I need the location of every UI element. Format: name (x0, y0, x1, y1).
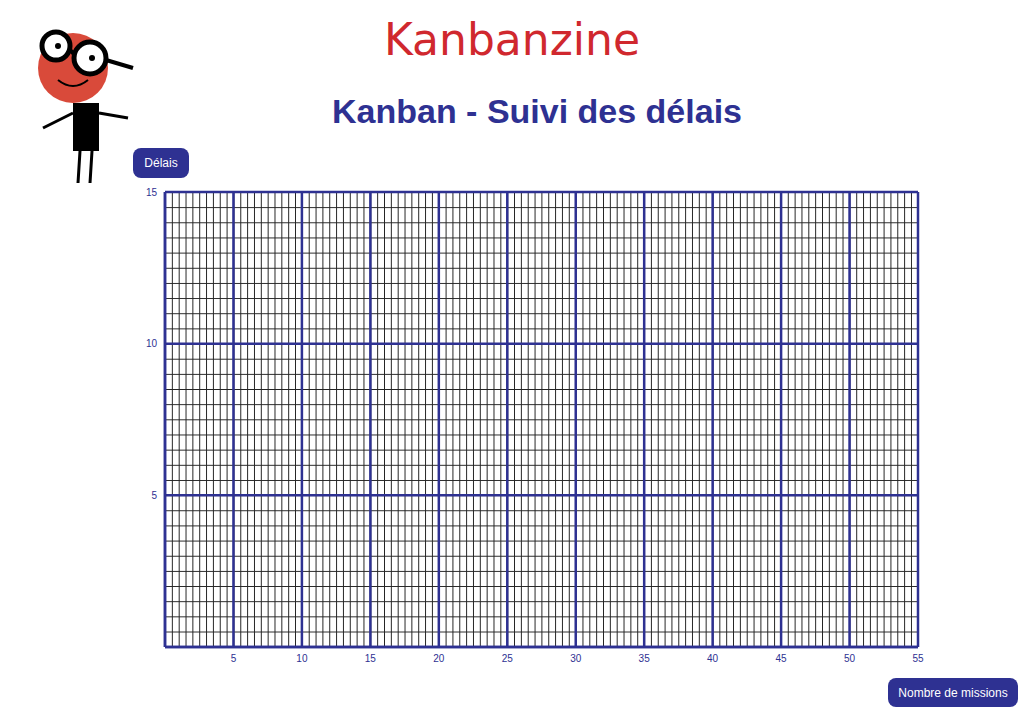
svg-text:10: 10 (146, 338, 158, 349)
svg-text:20: 20 (433, 653, 445, 664)
svg-text:55: 55 (912, 653, 924, 664)
svg-text:10: 10 (296, 653, 308, 664)
svg-text:15: 15 (365, 653, 377, 664)
html-text:Kanbanzine: Kanbanzine (384, 14, 640, 65)
html-text:Kanban - Suivi des délais: Kanban - Suivi des délais (332, 92, 742, 130)
svg-text:5: 5 (151, 490, 157, 501)
html-text:Nombre de missions: Nombre de missions (898, 685, 1008, 700)
html-text:Délais: Délais (144, 156, 178, 170)
svg-text:25: 25 (502, 653, 514, 664)
svg-text:40: 40 (707, 653, 719, 664)
svg-text:30: 30 (570, 653, 582, 664)
svg-text:50: 50 (844, 653, 856, 664)
svg-text:5: 5 (231, 653, 237, 664)
svg-text:15: 15 (146, 187, 158, 198)
svg-text:35: 35 (639, 653, 651, 664)
svg-text:45: 45 (776, 653, 788, 664)
